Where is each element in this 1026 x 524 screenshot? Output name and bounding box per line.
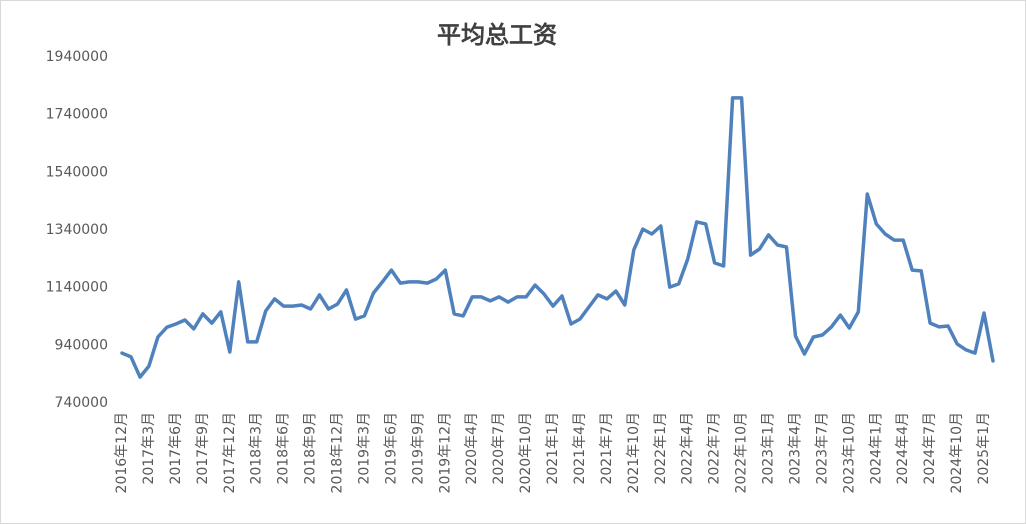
x-tick-label: 2024年7月 xyxy=(922,412,938,485)
x-tick-label: 2020年4月 xyxy=(464,412,480,485)
x-tick-label: 2023年1月 xyxy=(761,412,777,485)
x-tick-label: 2017年12月 xyxy=(222,412,238,493)
x-tick-label: 2019年3月 xyxy=(356,412,372,485)
x-tick-label: 2021年1月 xyxy=(545,412,561,485)
x-tick-label: 2018年9月 xyxy=(303,412,319,485)
x-tick-label: 2022年7月 xyxy=(707,412,723,485)
x-tick-label: 2019年9月 xyxy=(410,412,426,485)
x-tick-label: 2024年10月 xyxy=(949,412,965,493)
x-tick-label: 2017年6月 xyxy=(168,412,184,485)
x-tick-label: 2022年4月 xyxy=(680,412,696,485)
x-tick-label: 2018年12月 xyxy=(330,412,346,493)
y-tick-label: 940000 xyxy=(55,337,108,353)
chart-title: 平均总工资 xyxy=(437,21,557,49)
x-tick-label: 2023年7月 xyxy=(814,412,830,485)
x-tick-label: 2020年10月 xyxy=(518,412,534,493)
y-tick-label: 1140000 xyxy=(46,280,108,296)
data-line xyxy=(120,96,995,379)
x-tick-label: 2024年1月 xyxy=(868,412,884,485)
x-tick-label: 2019年12月 xyxy=(437,412,453,493)
y-tick-label: 1540000 xyxy=(46,164,108,180)
x-tick-label: 2018年3月 xyxy=(249,412,265,485)
x-tick-label: 2022年10月 xyxy=(734,412,750,493)
x-tick-label: 2018年6月 xyxy=(276,412,292,485)
y-tick-label: 1940000 xyxy=(46,49,108,65)
x-tick-label: 2021年10月 xyxy=(626,412,642,493)
y-tick-label: 1340000 xyxy=(46,222,108,238)
y-tick-label: 1740000 xyxy=(46,107,108,123)
x-tick-label: 2019年6月 xyxy=(383,412,399,485)
x-tick-label: 2021年4月 xyxy=(572,412,588,485)
x-tick-label: 2022年1月 xyxy=(653,412,669,485)
x-tick-label: 2020年7月 xyxy=(491,412,507,485)
x-tick-label: 2023年4月 xyxy=(787,412,803,485)
x-tick-label: 2024年4月 xyxy=(895,412,911,485)
x-tick-label: 2017年3月 xyxy=(141,412,157,485)
x-tick-label: 2021年7月 xyxy=(599,412,615,485)
x-tick-label: 2016年12月 xyxy=(114,412,130,493)
x-tick-label: 2017年9月 xyxy=(195,412,211,485)
y-tick-label: 740000 xyxy=(55,395,108,411)
x-tick-label: 2025年1月 xyxy=(976,412,992,485)
x-tick-label: 2023年10月 xyxy=(841,412,857,493)
